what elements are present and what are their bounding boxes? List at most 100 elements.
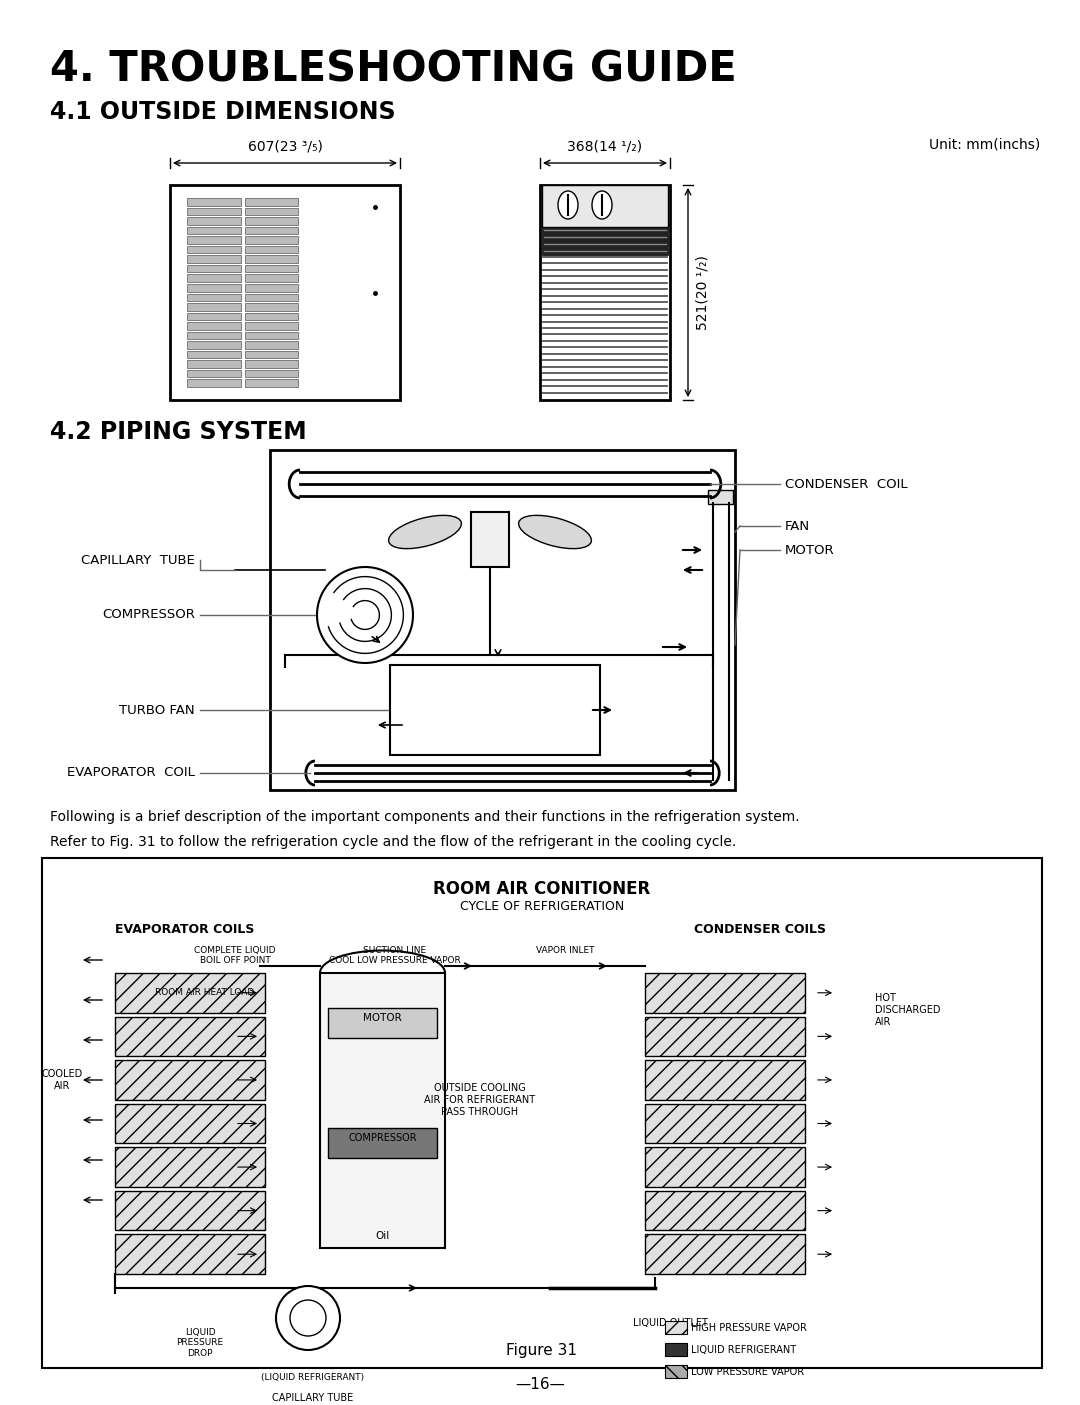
Bar bbox=[187, 379, 241, 386]
Bar bbox=[187, 370, 241, 378]
Bar bbox=[542, 228, 669, 254]
Text: VAPOR INLET: VAPOR INLET bbox=[536, 946, 594, 955]
Bar bbox=[42, 858, 1042, 1368]
Bar bbox=[390, 665, 600, 754]
Bar bbox=[114, 974, 265, 1013]
Bar bbox=[187, 351, 241, 358]
Bar bbox=[187, 266, 241, 273]
Bar bbox=[187, 236, 241, 243]
Bar bbox=[114, 1148, 265, 1187]
Bar bbox=[645, 1148, 805, 1187]
Bar bbox=[244, 198, 298, 205]
Text: COMPLETE LIQUID
BOIL OFF POINT: COMPLETE LIQUID BOIL OFF POINT bbox=[194, 946, 275, 965]
Bar bbox=[187, 312, 241, 320]
Bar bbox=[665, 1366, 687, 1378]
Bar bbox=[244, 294, 298, 301]
Text: Refer to Fig. 31 to follow the refrigeration cycle and the flow of the refrigera: Refer to Fig. 31 to follow the refrigera… bbox=[50, 835, 737, 849]
Bar bbox=[708, 490, 733, 504]
Bar bbox=[244, 284, 298, 291]
Text: ROOM AIR HEAT LOAD: ROOM AIR HEAT LOAD bbox=[156, 988, 255, 998]
Text: LOW PRESSURE VAPOR: LOW PRESSURE VAPOR bbox=[691, 1367, 805, 1377]
Text: 4. TROUBLESHOOTING GUIDE: 4. TROUBLESHOOTING GUIDE bbox=[50, 48, 737, 90]
Text: FAN: FAN bbox=[785, 520, 810, 532]
Bar bbox=[114, 1061, 265, 1100]
Text: 4.2 PIPING SYSTEM: 4.2 PIPING SYSTEM bbox=[50, 420, 307, 444]
Text: EVAPORATOR  COIL: EVAPORATOR COIL bbox=[67, 767, 195, 780]
Bar bbox=[187, 294, 241, 301]
Bar bbox=[187, 218, 241, 225]
Bar bbox=[328, 1007, 437, 1038]
Text: LIQUID
PRESSURE
DROP: LIQUID PRESSURE DROP bbox=[176, 1328, 224, 1357]
Bar bbox=[645, 1235, 805, 1274]
Text: LIQUID REFRIGERANT: LIQUID REFRIGERANT bbox=[691, 1345, 796, 1354]
Bar bbox=[645, 1104, 805, 1144]
Text: —16—: —16— bbox=[515, 1377, 565, 1392]
Ellipse shape bbox=[518, 516, 592, 548]
Bar bbox=[645, 1104, 805, 1144]
Bar bbox=[328, 1128, 437, 1158]
Text: OUTSIDE COOLING
AIR FOR REFRIGERANT
PASS THROUGH: OUTSIDE COOLING AIR FOR REFRIGERANT PASS… bbox=[424, 1083, 536, 1117]
Bar bbox=[187, 303, 241, 311]
Bar bbox=[187, 208, 241, 215]
Bar bbox=[114, 974, 265, 1013]
Bar bbox=[244, 332, 298, 339]
Bar bbox=[665, 1321, 687, 1333]
Bar bbox=[244, 322, 298, 330]
Text: COMPRESSOR: COMPRESSOR bbox=[103, 608, 195, 621]
Bar bbox=[645, 1235, 805, 1274]
Bar bbox=[187, 322, 241, 330]
Bar bbox=[244, 274, 298, 282]
Circle shape bbox=[318, 568, 413, 663]
Text: 607(23 ³/₅): 607(23 ³/₅) bbox=[247, 139, 323, 153]
Bar bbox=[540, 185, 670, 400]
Text: Unit: mm(inchs): Unit: mm(inchs) bbox=[929, 138, 1040, 152]
Text: 368(14 ¹/₂): 368(14 ¹/₂) bbox=[567, 139, 643, 153]
Bar bbox=[244, 379, 298, 386]
Bar bbox=[244, 312, 298, 320]
Bar bbox=[471, 511, 509, 568]
Bar bbox=[244, 218, 298, 225]
Bar bbox=[187, 198, 241, 205]
Text: COOLED
AIR: COOLED AIR bbox=[41, 1069, 83, 1090]
Bar bbox=[645, 974, 805, 1013]
Bar bbox=[244, 341, 298, 348]
Bar bbox=[320, 974, 445, 1248]
Bar bbox=[187, 284, 241, 291]
Text: CONDENSER  COIL: CONDENSER COIL bbox=[785, 478, 907, 490]
Text: LIQUID OUTLET: LIQUID OUTLET bbox=[633, 1318, 707, 1328]
Bar bbox=[665, 1343, 687, 1356]
Bar bbox=[645, 1061, 805, 1100]
Ellipse shape bbox=[558, 191, 578, 219]
Bar bbox=[114, 1235, 265, 1274]
Bar bbox=[645, 1191, 805, 1231]
Text: CAPILLARY TUBE: CAPILLARY TUBE bbox=[272, 1392, 353, 1404]
Bar bbox=[170, 185, 400, 400]
Text: MOTOR: MOTOR bbox=[785, 544, 835, 556]
Bar bbox=[645, 1148, 805, 1187]
Bar bbox=[244, 360, 298, 368]
Ellipse shape bbox=[592, 191, 612, 219]
Bar bbox=[645, 1017, 805, 1057]
Text: HOT
DISCHARGED
AIR: HOT DISCHARGED AIR bbox=[875, 993, 941, 1027]
Bar bbox=[187, 360, 241, 368]
Bar bbox=[244, 303, 298, 311]
Bar bbox=[114, 1191, 265, 1231]
Ellipse shape bbox=[389, 516, 461, 548]
Circle shape bbox=[276, 1286, 340, 1350]
Bar bbox=[187, 226, 241, 235]
Bar bbox=[645, 1017, 805, 1057]
Text: ROOM AIR CONITIONER: ROOM AIR CONITIONER bbox=[433, 880, 650, 898]
Text: TURBO FAN: TURBO FAN bbox=[120, 704, 195, 717]
Text: EVAPORATOR COILS: EVAPORATOR COILS bbox=[116, 923, 255, 936]
Bar bbox=[244, 208, 298, 215]
Bar bbox=[187, 246, 241, 253]
Bar bbox=[244, 236, 298, 243]
Bar bbox=[114, 1191, 265, 1231]
Text: (LIQUID REFRIGERANT): (LIQUID REFRIGERANT) bbox=[261, 1373, 365, 1383]
Bar bbox=[114, 1061, 265, 1100]
Bar bbox=[270, 450, 735, 790]
Circle shape bbox=[291, 1300, 326, 1336]
Bar bbox=[244, 351, 298, 358]
Text: Figure 31: Figure 31 bbox=[507, 1343, 578, 1359]
Bar bbox=[244, 370, 298, 378]
